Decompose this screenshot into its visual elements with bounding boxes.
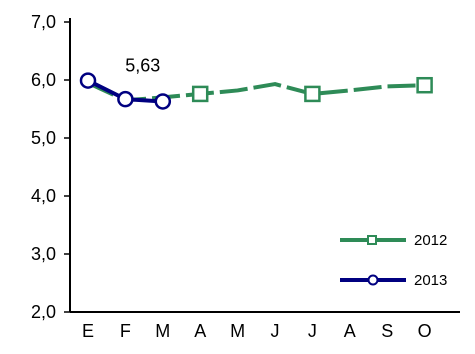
series-2013 [79,72,172,110]
data-point [191,85,209,103]
series-2012 [87,76,433,103]
data-label: 5,63 [125,55,160,75]
x-tick-label: F [120,321,131,341]
y-tick-label: 2,0 [31,302,56,322]
chart-annotations: 5,63 [125,55,160,75]
legend-label: 2012 [414,232,447,249]
y-tick-label: 6,0 [31,70,56,90]
x-tick-label: E [82,321,94,341]
legend-item-2013: 2013 [340,272,447,289]
x-tick-label: M [230,321,245,341]
data-point [117,90,134,108]
data-point [79,72,97,89]
x-tick-label: M [155,321,170,341]
chart-series [79,72,433,110]
y-tick-label: 4,0 [31,186,56,206]
chart-legend: 2012 2013 [340,232,447,289]
series-line [87,81,425,103]
data-point [416,76,433,94]
data-point [304,85,321,103]
x-tick-label: A [344,321,356,341]
x-tick-label: J [271,321,280,341]
legend-marker [367,235,377,245]
x-tick-label: S [381,321,393,341]
chart-axes [69,18,460,313]
y-tick-label: 7,0 [31,12,56,32]
x-tick-label: A [194,321,206,341]
data-point [154,93,172,110]
y-axis-ticks: 2,0 3,0 4,0 5,0 6,0 7,0 [31,12,70,322]
legend-item-2012: 2012 [340,232,447,249]
x-tick-label: O [418,321,432,341]
legend-marker [367,274,379,286]
y-tick-label: 3,0 [31,244,56,264]
x-tick-label: J [308,321,317,341]
legend-label: 2013 [414,272,447,289]
y-tick-label: 5,0 [31,128,56,148]
